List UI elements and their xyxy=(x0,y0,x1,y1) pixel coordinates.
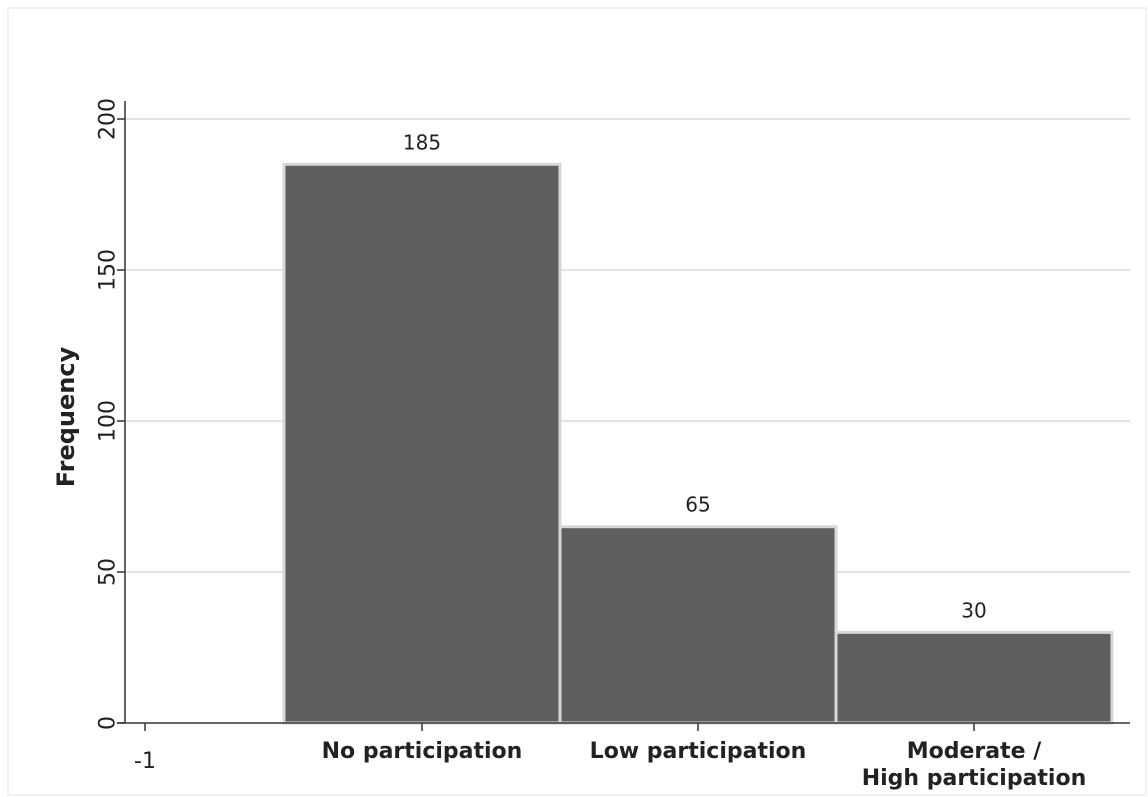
x-category-label-line: High participation xyxy=(862,766,1087,791)
grid-lines xyxy=(125,118,1130,573)
plot-frame xyxy=(7,7,1147,796)
x-tick-label: -1 xyxy=(134,749,156,774)
x-category-label: Low participation xyxy=(590,739,807,764)
y-tick-label: 200 xyxy=(96,98,121,140)
bars xyxy=(282,162,1114,725)
y-axis-label: Frequency xyxy=(52,346,80,487)
bar xyxy=(282,162,562,725)
x-category-label: Moderate / High participation xyxy=(862,739,1087,791)
x-category-label-line: Moderate / xyxy=(907,739,1042,764)
x-category-label: No participation xyxy=(322,739,523,764)
y-tick-label: 100 xyxy=(96,400,121,442)
bar-value-label: 30 xyxy=(961,598,986,622)
labels: 0 50 100 150 200 -1 185 No participation 65 Low p… xyxy=(96,98,1087,791)
y-tick-label: 0 xyxy=(96,716,121,730)
y-tick-label: 150 xyxy=(96,249,121,291)
y-tick-label: 50 xyxy=(96,558,121,586)
x-category-label-line: Low participation xyxy=(590,739,807,764)
bar xyxy=(834,630,1114,725)
bar xyxy=(558,525,838,725)
bar-value-label: 65 xyxy=(685,493,710,517)
bar-value-label: 185 xyxy=(403,130,441,154)
x-category-label-line: No participation xyxy=(322,739,523,764)
axes xyxy=(117,101,1130,731)
